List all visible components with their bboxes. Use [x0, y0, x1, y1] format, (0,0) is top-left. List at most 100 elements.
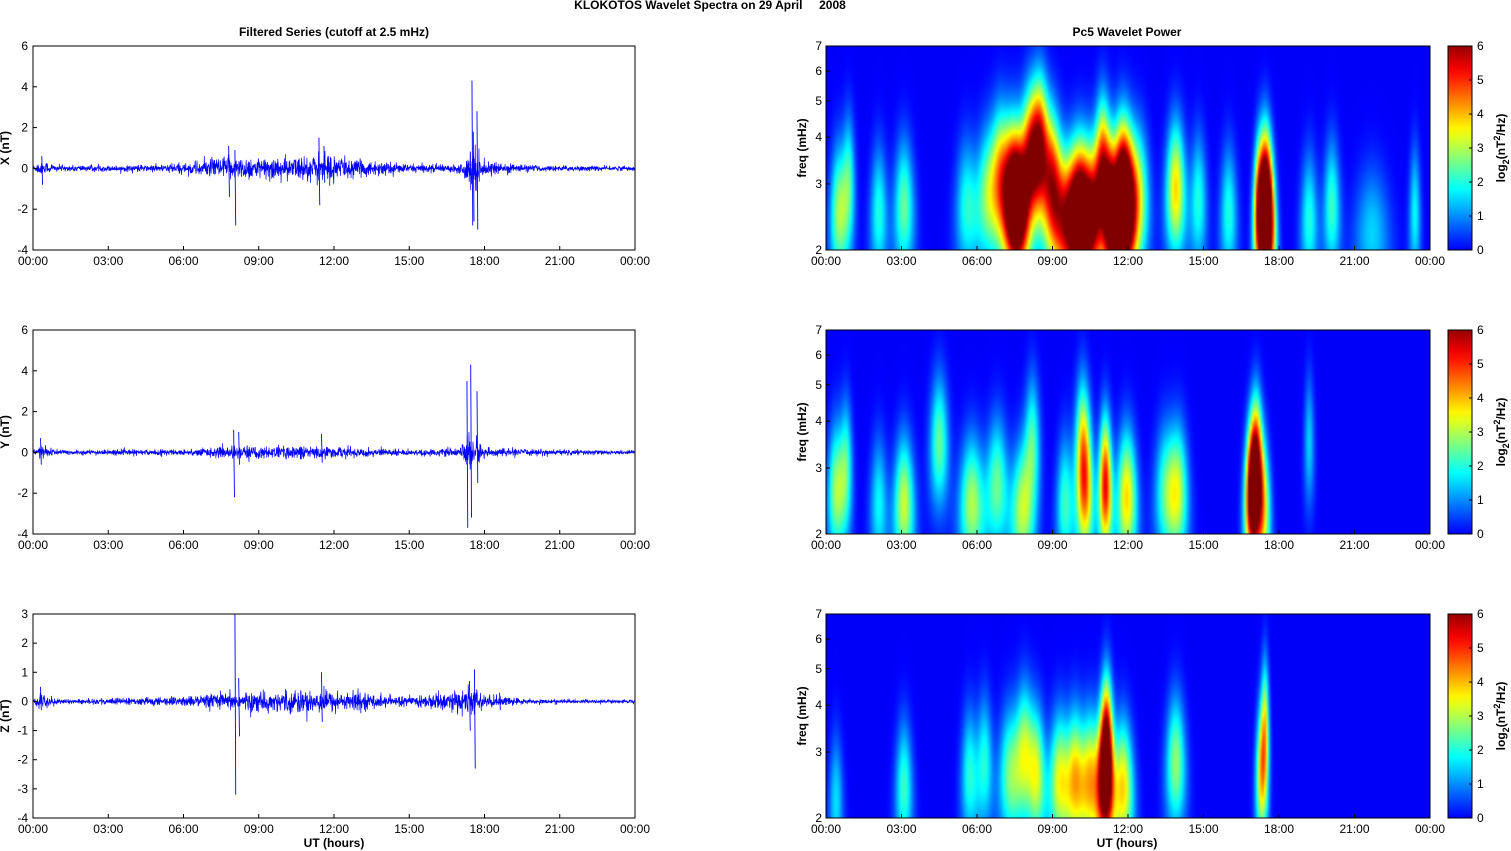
- wavelet-1-colorbar-label: 4: [1477, 107, 1484, 121]
- series-1-ytick-label: 0: [21, 161, 28, 175]
- wavelet-2-colorbar-label: 2: [1477, 459, 1484, 473]
- series-2-xtick-label: 06:00: [168, 538, 198, 552]
- series-3-ytick-label: 0: [21, 694, 28, 708]
- series-2-ytick-label: -2: [17, 486, 28, 500]
- series-2-ylabel: Y (nT): [0, 415, 12, 449]
- wavelet-3-ytick-label: 5: [815, 662, 822, 676]
- series-1-ytick-label: -4: [17, 243, 28, 257]
- series-2-ytick-label: 4: [21, 364, 28, 378]
- series-2-xtick-label: 03:00: [93, 538, 123, 552]
- wavelet-1-colorbar: [1447, 45, 1473, 251]
- wavelet-3-ytick-label: 7: [815, 607, 822, 621]
- wavelet-1-xtick-label: 21:00: [1339, 254, 1369, 268]
- series-1-spike: [471, 80, 474, 226]
- series-3-ytick-label: 1: [21, 665, 28, 679]
- wavelet-3-xtick-label: 15:00: [1188, 822, 1218, 836]
- wavelet-3-xtick-label: 00:00: [1415, 822, 1445, 836]
- right-xlabel: UT (hours): [1097, 836, 1158, 850]
- series-1-xtick-label: 00:00: [620, 254, 650, 268]
- wavelet-1-xtick-label: 15:00: [1188, 254, 1218, 268]
- wavelet-2-ytick-label: 4: [815, 414, 822, 428]
- wavelet-1-xtick-label: 12:00: [1113, 254, 1143, 268]
- wavelet-2-colorbar-title-part: /Hz): [1494, 398, 1508, 420]
- wavelet-2-colorbar: [1447, 329, 1473, 535]
- series-1-xtick-label: 03:00: [93, 254, 123, 268]
- series-3-ylabel: Z (nT): [0, 699, 12, 732]
- wavelet-1-colorbar-label: 6: [1477, 39, 1484, 53]
- wavelet-2-colorbar-title-part: 2: [1492, 420, 1502, 425]
- series-3-spike: [474, 669, 476, 769]
- wavelet-3-ytick-label: 2: [815, 811, 822, 825]
- wavelet-2-colorbar-title-part: 2: [1501, 443, 1511, 448]
- wavelet-2-ytick-label: 5: [815, 378, 822, 392]
- wavelet-2-xtick-label: 09:00: [1037, 538, 1067, 552]
- wavelet-3-colorbar-title-part: (nT: [1494, 708, 1508, 727]
- wavelet-3-colorbar-label: 6: [1477, 607, 1484, 621]
- wavelet-1-colorbar-title-part: 2: [1501, 159, 1511, 164]
- series-1-spike: [228, 145, 230, 197]
- panels: -4 -2 0 2 4 6 00:00 03:00 06:00 09:00 12:00 15:00 18…: [0, 39, 1511, 850]
- series-1-spike: [476, 111, 479, 230]
- series-3-xtick-label: 00:00: [18, 822, 48, 836]
- series-3-ytick-label: 2: [21, 636, 28, 650]
- wavelet-3-colorbar-label: 4: [1477, 675, 1484, 689]
- series-3-xtick-label: 00:00: [620, 822, 650, 836]
- series-2-xtick-label: 00:00: [18, 538, 48, 552]
- series-3-spike: [234, 613, 237, 795]
- wavelet-2-xtick-label: 03:00: [886, 538, 916, 552]
- wavelet-3-xtick-label: 21:00: [1339, 822, 1369, 836]
- wavelet-2-xtick-label: 12:00: [1113, 538, 1143, 552]
- wavelet-3-colorbar-label: 3: [1477, 709, 1484, 723]
- series-1-plot-area: [33, 46, 635, 250]
- wavelet-1-colorbar-title-part: log: [1494, 164, 1508, 182]
- wavelet-3-ytick-label: 3: [815, 745, 822, 759]
- wavelet-1-colorbar-title: log2(nT2/Hz): [1492, 114, 1511, 183]
- wavelet-1-colorbar-label: 3: [1477, 141, 1484, 155]
- series-1-spike: [234, 150, 237, 226]
- wavelet-2-colorbar-label: 3: [1477, 425, 1484, 439]
- series-1-spike: [323, 145, 326, 183]
- series-3-ytick-label: 3: [21, 607, 28, 621]
- wavelet-2-ytick-label: 2: [815, 527, 822, 541]
- wavelet-1-ylabel: freq (mHz): [795, 118, 809, 177]
- series-1-xtick-label: 09:00: [244, 254, 274, 268]
- wavelet-1-colorbar-label: 0: [1477, 243, 1484, 257]
- series-2-xtick-label: 12:00: [319, 538, 349, 552]
- wavelet-1-colorbar-title-part: /Hz): [1494, 114, 1508, 136]
- wavelet-1-colorbar-title-part: 2: [1492, 136, 1502, 141]
- left-column-title: Filtered Series (cutoff at 2.5 mHz): [239, 25, 429, 39]
- wavelet-2-colorbar-label: 0: [1477, 527, 1484, 541]
- series-3-xtick-label: 03:00: [93, 822, 123, 836]
- series-3-spike: [40, 686, 42, 711]
- series-3-ytick-label: -2: [17, 753, 28, 767]
- series-1-xtick-label: 18:00: [469, 254, 499, 268]
- wavelet-1-heatmap: [826, 46, 1430, 250]
- figure-suptitle: KLOKOTOS Wavelet Spectra on 29 April 200…: [574, 0, 846, 12]
- series-2-xtick-label: 15:00: [394, 538, 424, 552]
- wavelet-2-colorbar-title: log2(nT2/Hz): [1492, 398, 1511, 467]
- wavelet-3-ytick-label: 6: [815, 632, 822, 646]
- wavelet-1-xtick-label: 06:00: [962, 254, 992, 268]
- series-1-spike: [41, 156, 44, 185]
- series-2-spike: [233, 429, 235, 498]
- series-3-ytick-label: -3: [17, 782, 28, 796]
- series-3-spike: [469, 681, 471, 731]
- series-3-xtick-label: 12:00: [319, 822, 349, 836]
- wavelet-2-ytick-label: 3: [815, 461, 822, 475]
- wavelet-3-xtick-label: 03:00: [886, 822, 916, 836]
- wavelet-2-colorbar-title-part: log: [1494, 448, 1508, 466]
- wavelet-2-xtick-label: 06:00: [962, 538, 992, 552]
- series-1-ylabel: X (nT): [0, 131, 12, 165]
- wavelet-3-xtick-label: 06:00: [962, 822, 992, 836]
- wavelet-2-ytick-label: 6: [815, 348, 822, 362]
- series-2-xtick-label: 00:00: [620, 538, 650, 552]
- wavelet-1-ytick-label: 7: [815, 39, 822, 53]
- wavelet-3-colorbar-label: 1: [1477, 777, 1484, 791]
- series-1-trace: [32, 144, 636, 192]
- series-3-xtick-label: 09:00: [244, 822, 274, 836]
- wavelet-2-xtick-label: 18:00: [1264, 538, 1294, 552]
- wavelet-2-colorbar-title-part: (nT: [1494, 424, 1508, 443]
- series-1-ytick-label: 2: [21, 121, 28, 135]
- wavelet-3-heatmap: [826, 614, 1430, 818]
- wavelet-1-ytick-label: 6: [815, 64, 822, 78]
